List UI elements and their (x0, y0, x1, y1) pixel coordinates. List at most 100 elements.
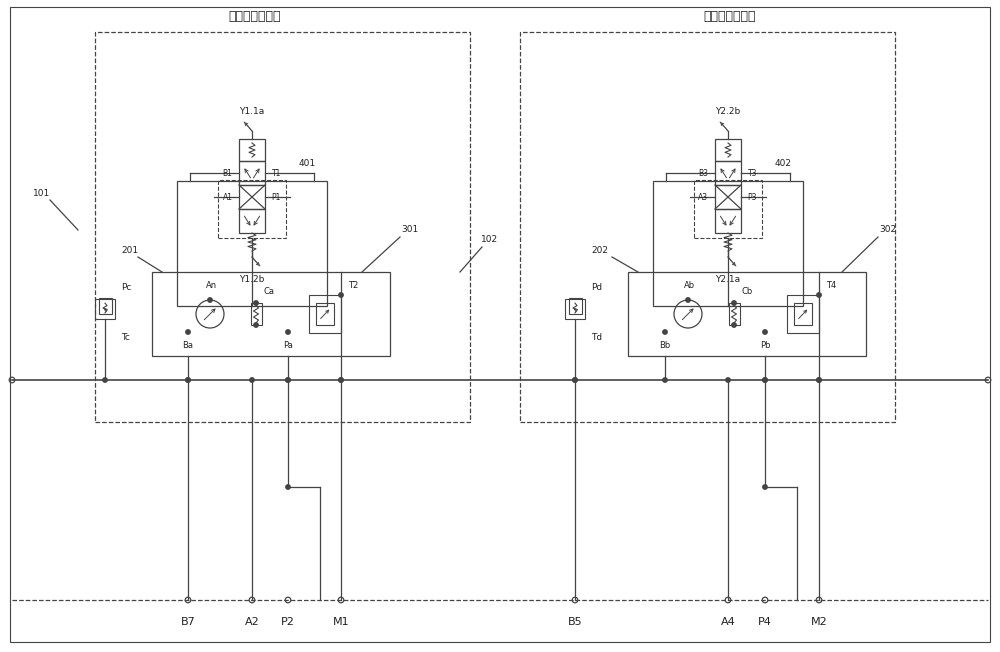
Text: 202: 202 (592, 246, 608, 254)
Bar (653, 181, 803, 306)
Text: Pb: Pb (760, 342, 770, 351)
Text: Ba: Ba (182, 342, 194, 351)
Text: An: An (206, 282, 218, 291)
Bar (628, 272, 866, 356)
Circle shape (763, 378, 767, 382)
Text: Pc: Pc (121, 282, 131, 291)
Text: T3: T3 (748, 168, 757, 177)
Bar (794, 303, 812, 325)
Text: A4: A4 (721, 617, 735, 627)
Bar (715, 185, 741, 209)
Text: A3: A3 (698, 192, 708, 201)
Bar (239, 139, 265, 161)
Text: Y2.1a: Y2.1a (715, 274, 741, 284)
Bar (715, 209, 741, 233)
Circle shape (339, 378, 343, 382)
Text: Td: Td (591, 333, 602, 342)
Text: P2: P2 (281, 617, 295, 627)
Text: P1: P1 (272, 192, 281, 201)
Circle shape (186, 378, 190, 382)
Circle shape (686, 298, 690, 302)
Bar (728, 303, 740, 325)
Text: M1: M1 (333, 617, 349, 627)
Circle shape (286, 378, 290, 382)
Text: 402: 402 (774, 158, 792, 168)
Text: Ca: Ca (264, 288, 275, 297)
Circle shape (254, 323, 258, 327)
Circle shape (732, 301, 736, 305)
Bar (309, 295, 341, 333)
Text: 102: 102 (481, 235, 499, 244)
Circle shape (103, 378, 107, 382)
Circle shape (817, 378, 821, 382)
Text: T2: T2 (348, 282, 358, 291)
Bar (239, 209, 265, 233)
Bar (250, 303, 262, 325)
Text: Pd: Pd (591, 282, 602, 291)
Text: Y1.2b: Y1.2b (239, 274, 265, 284)
Circle shape (763, 330, 767, 334)
Text: 右液压控制系统: 右液压控制系统 (704, 10, 756, 23)
Bar (694, 180, 762, 238)
Bar (239, 185, 265, 209)
Text: P4: P4 (758, 617, 772, 627)
Text: A2: A2 (245, 617, 259, 627)
Bar (95, 299, 115, 319)
Text: B5: B5 (568, 617, 582, 627)
Circle shape (286, 330, 290, 334)
Text: A1: A1 (223, 192, 233, 201)
Text: 301: 301 (401, 226, 419, 235)
Bar (568, 298, 582, 314)
Circle shape (339, 293, 343, 297)
Text: 左液压控制系统: 左液压控制系统 (229, 10, 281, 23)
Circle shape (817, 378, 821, 382)
Bar (520, 32, 895, 422)
Text: B7: B7 (181, 617, 195, 627)
Bar (152, 272, 390, 356)
Bar (787, 295, 819, 333)
Circle shape (763, 485, 767, 489)
Text: Y2.2b: Y2.2b (715, 106, 741, 115)
Circle shape (208, 298, 212, 302)
Circle shape (339, 378, 343, 382)
Circle shape (732, 323, 736, 327)
Bar (95, 32, 470, 422)
Text: Bb: Bb (659, 342, 671, 351)
Bar (316, 303, 334, 325)
Text: M2: M2 (811, 617, 827, 627)
Circle shape (763, 378, 767, 382)
Circle shape (663, 330, 667, 334)
Text: P3: P3 (748, 192, 757, 201)
Text: 302: 302 (879, 226, 897, 235)
Text: B1: B1 (223, 168, 233, 177)
Bar (218, 180, 286, 238)
Text: 201: 201 (121, 246, 139, 254)
Circle shape (286, 378, 290, 382)
Text: Ab: Ab (684, 282, 696, 291)
Circle shape (573, 378, 577, 382)
Circle shape (573, 378, 577, 382)
Text: Y1.1a: Y1.1a (239, 106, 265, 115)
Text: 101: 101 (33, 190, 51, 198)
Bar (715, 139, 741, 161)
Circle shape (286, 485, 290, 489)
Bar (715, 161, 741, 185)
Circle shape (250, 378, 254, 382)
Circle shape (186, 378, 190, 382)
Text: Tc: Tc (121, 333, 130, 342)
Circle shape (663, 378, 667, 382)
Circle shape (186, 330, 190, 334)
Text: 401: 401 (298, 158, 316, 168)
Circle shape (817, 293, 821, 297)
Bar (177, 181, 327, 306)
Text: B3: B3 (698, 168, 708, 177)
Text: Pa: Pa (283, 342, 293, 351)
Circle shape (254, 301, 258, 305)
Text: Cb: Cb (742, 288, 753, 297)
Bar (565, 299, 585, 319)
Text: T1: T1 (272, 168, 281, 177)
Text: T4: T4 (826, 282, 836, 291)
Bar (239, 161, 265, 185)
Bar (99, 298, 112, 314)
Circle shape (726, 378, 730, 382)
